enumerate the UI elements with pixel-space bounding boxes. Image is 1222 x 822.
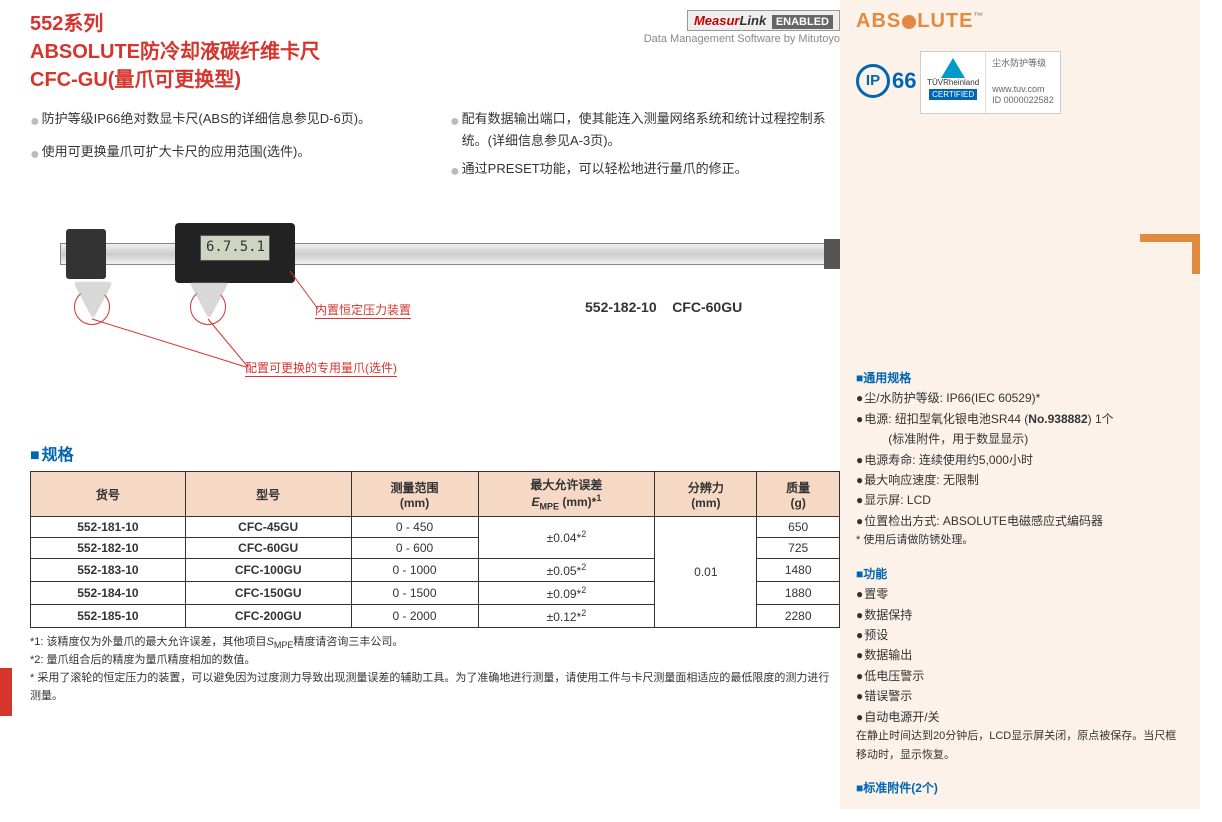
- spec-item: 最大响应速度: 无限制: [856, 470, 1184, 490]
- tuv-r1: 尘水防护等级: [992, 58, 1054, 70]
- spec-item: 电源: 纽扣型氧化银电池SR44 (No.938882) 1个 (标准附件，用于…: [856, 409, 1184, 450]
- measurlink-m1: Measur: [694, 13, 740, 28]
- func-item: 预设: [856, 625, 1184, 645]
- header-row: 552系列 ABSOLUTE防冷却液碳纤维卡尺 CFC-GU(量爪可更换型) M…: [30, 10, 840, 108]
- func-item: 错误警示: [856, 686, 1184, 706]
- note-3: * 采用了滚轮的恒定压力的装置，可以避免因为过度测力导致出现测量误差的辅助工具。…: [30, 670, 840, 705]
- tuv-badge: TÜVRheinland CERTIFIED 尘水防护等级 www.tuv.co…: [920, 51, 1061, 114]
- spec-notes: *1: 该精度仅为外量爪的最大允许误差，其他项目SMPE精度请咨询三丰公司。 *…: [30, 634, 840, 705]
- spec-item: 位置检出方式: ABSOLUTE电磁感应式编码器: [856, 511, 1184, 531]
- product-label: 552-182-10 CFC-60GU: [585, 299, 742, 315]
- jaw-fixed: [66, 229, 106, 279]
- title-block: 552系列 ABSOLUTE防冷却液碳纤维卡尺 CFC-GU(量爪可更换型): [30, 10, 320, 108]
- spec-note: * 使用后请做防锈处理。: [856, 531, 1184, 550]
- function-section: 功能 置零 数据保持 预设 数据输出 低电压警示 错误警示 自动电源开/关 在静…: [856, 564, 1184, 765]
- callout-jaws: 配置可更换的专用量爪(选件): [245, 359, 397, 377]
- func-item: 置零: [856, 584, 1184, 604]
- spec-item: 显示屏: LCD: [856, 490, 1184, 510]
- note-2: *2: 量爪组合后的精度为量爪精度相加的数值。: [30, 652, 840, 670]
- general-spec-head: 通用规格: [856, 368, 1184, 388]
- measurlink-badge: MeasurLink ENABLED Data Management Softw…: [644, 10, 840, 45]
- bullet-r-0: 配有数据输出端口，使其能连入测量网络系统和统计过程控制系统。(详细信息参见A-3…: [462, 108, 840, 152]
- jaw-tip-1: [74, 283, 112, 333]
- spec-item: 尘/水防护等级: IP66(IEC 60529)*: [856, 388, 1184, 408]
- func-item: 数据输出: [856, 645, 1184, 665]
- note-1: *1: 该精度仅为外量爪的最大允许误差，其他项目SMPE精度请咨询三丰公司。: [30, 634, 840, 653]
- product-title: ABSOLUTE防冷却液碳纤维卡尺: [30, 38, 320, 66]
- col-model: 型号: [185, 472, 351, 516]
- corner-decoration: [1140, 234, 1200, 274]
- ip66-block: IP 66 TÜVRheinland CERTIFIED 尘水防护等级 www.…: [856, 47, 1184, 114]
- measurlink-enabled: ENABLED: [772, 15, 833, 29]
- spec-heading: 规格: [30, 441, 840, 465]
- ip-badge-num: 66: [892, 68, 916, 94]
- col-range: 测量范围(mm): [351, 472, 478, 516]
- tuv-r2: www.tuv.com: [992, 84, 1054, 96]
- model-title: CFC-GU(量爪可更换型): [30, 66, 320, 94]
- function-note: 在静止时间达到20分钟后，LCD显示屏关闭，原点被保存。当尺框移动时，显示恢复。: [856, 727, 1184, 764]
- accessory-section: 标准附件(2个): [856, 778, 1184, 798]
- product-illustration: 6.7.5.1 内置恒定压力装置 配置可更换的专用量爪(选件) 552-182-…: [30, 211, 840, 351]
- col-code: 货号: [31, 472, 186, 516]
- measurlink-sub: Data Management Software by Mitutoyo: [644, 33, 840, 45]
- general-spec-section: 通用规格 尘/水防护等级: IP66(IEC 60529)* 电源: 纽扣型氧化…: [856, 368, 1184, 550]
- series-title: 552系列: [30, 10, 320, 38]
- func-item: 数据保持: [856, 605, 1184, 625]
- col-mass: 质量(g): [757, 472, 840, 516]
- func-item: 低电压警示: [856, 666, 1184, 686]
- table-row: 552-181-10 CFC-45GU 0 - 450 ±0.04*2 0.01…: [31, 516, 840, 537]
- feature-bullets: ●防护等级IP66绝对数显卡尺(ABS的详细信息参见D-6页)。 ●使用可更换量…: [30, 108, 840, 191]
- bullet-r-1: 通过PRESET功能，可以轻松地进行量爪的修正。: [462, 158, 748, 185]
- ip-badge-icon: IP: [856, 64, 890, 98]
- func-item: 自动电源开/关: [856, 707, 1184, 727]
- callout-pressure: 内置恒定压力装置: [315, 301, 411, 319]
- bullets-right: ●配有数据输出端口，使其能连入测量网络系统和统计过程控制系统。(详细信息参见A-…: [450, 108, 840, 191]
- tuv-brand: TÜVRheinland: [927, 78, 979, 87]
- bullets-left: ●防护等级IP66绝对数显卡尺(ABS的详细信息参见D-6页)。 ●使用可更换量…: [30, 108, 420, 191]
- tuv-r3: ID 0000022582: [992, 95, 1054, 107]
- product-code: 552-182-10: [585, 299, 657, 315]
- beam-end: [824, 239, 840, 269]
- lcd-display: 6.7.5.1: [200, 235, 270, 261]
- bullet-l-0: 防护等级IP66绝对数显卡尺(ABS的详细信息参见D-6页)。: [42, 108, 371, 135]
- col-res: 分辨力(mm): [655, 472, 757, 516]
- bullet-l-1: 使用可更换量爪可扩大卡尺的应用范围(选件)。: [42, 141, 311, 168]
- function-head: 功能: [856, 564, 1184, 584]
- absolute-logo: ABSLUTE™: [856, 10, 1184, 33]
- jaw-tip-2: [190, 283, 228, 333]
- left-edge-tab: [0, 668, 12, 716]
- spec-table: 货号 型号 测量范围(mm) 最大允许误差EMPE (mm)*1 分辨力(mm)…: [30, 471, 840, 627]
- accessory-head: 标准附件(2个): [856, 778, 1184, 798]
- measurlink-m2: Link: [739, 13, 766, 28]
- tuv-cert: CERTIFIED: [929, 89, 977, 100]
- col-err: 最大允许误差EMPE (mm)*1: [478, 472, 655, 516]
- spec-item: 电源寿命: 连续使用约5,000小时: [856, 450, 1184, 470]
- sidebar: ABSLUTE™ IP 66 TÜVRheinland CERTIFIED 尘水…: [840, 0, 1200, 809]
- tuv-triangle-icon: [941, 58, 965, 78]
- product-model: CFC-60GU: [672, 299, 742, 315]
